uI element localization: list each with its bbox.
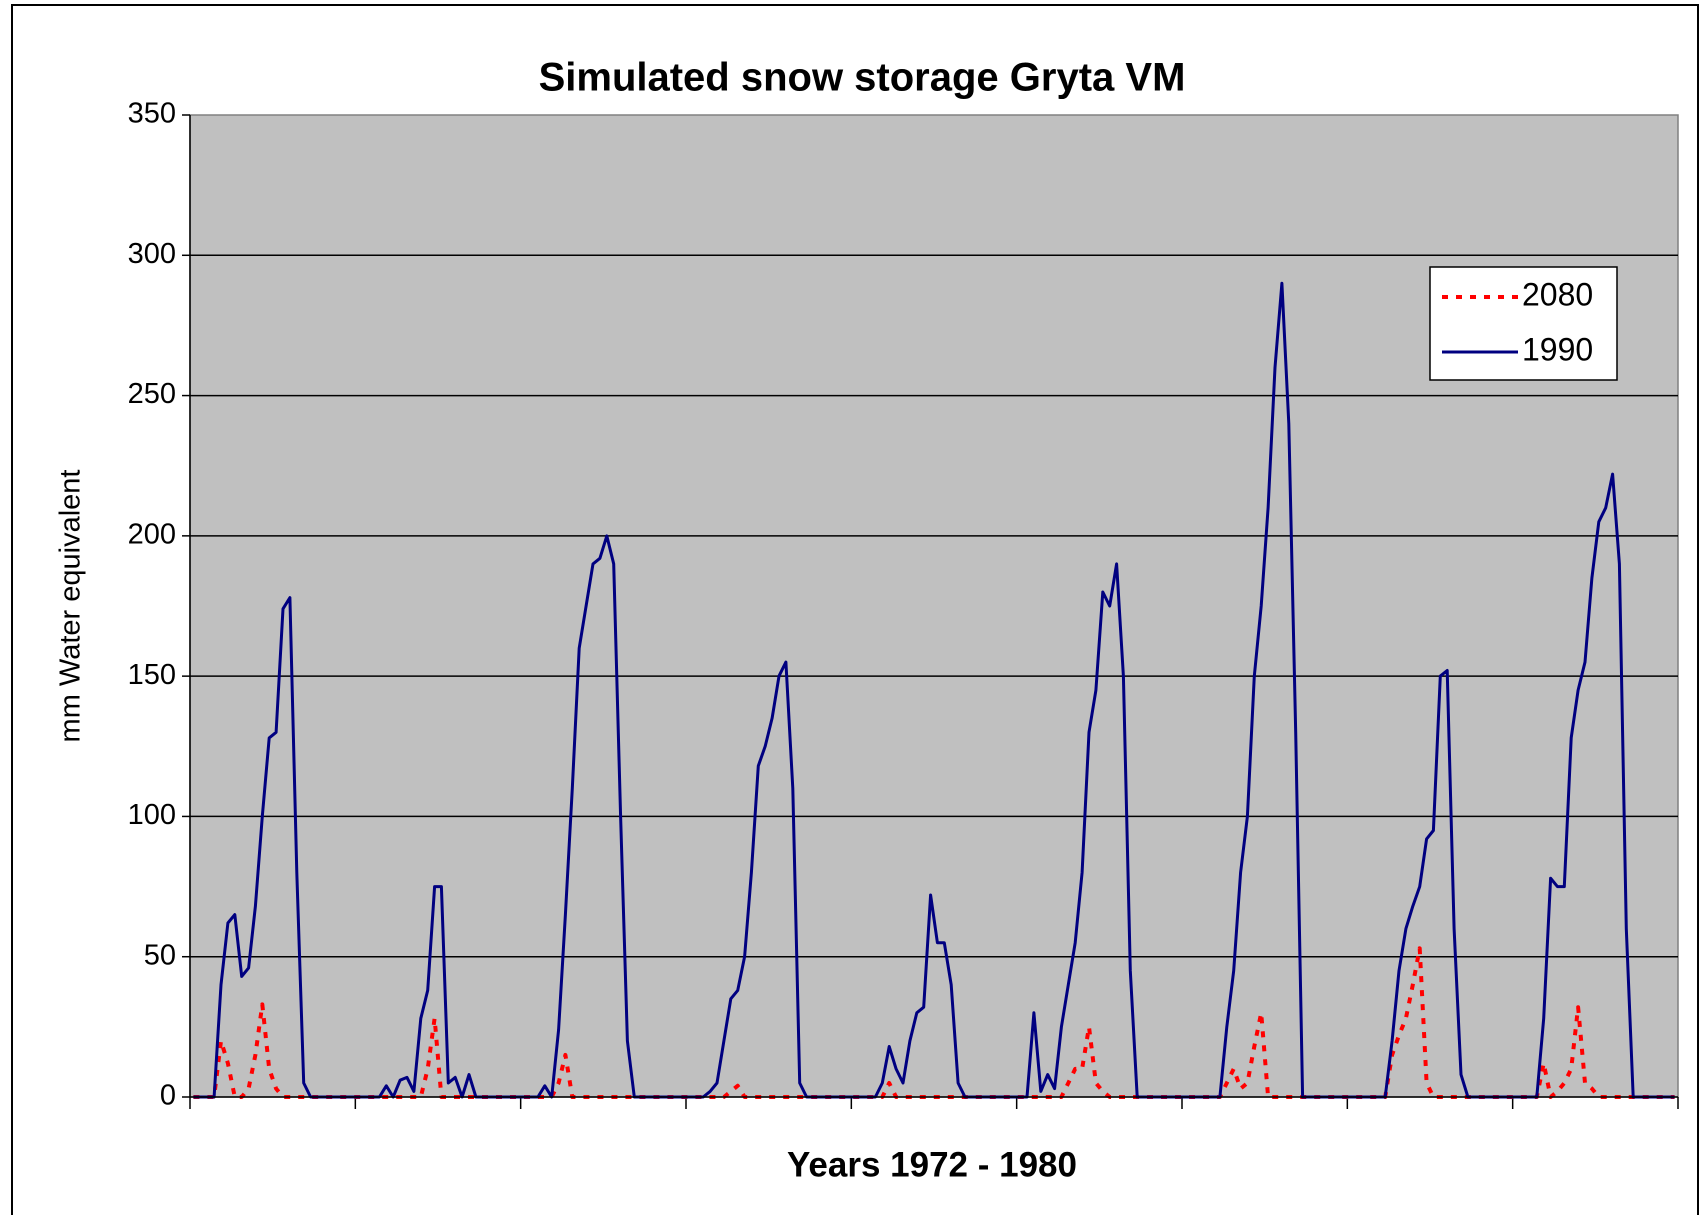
chart-title: Simulated snow storage Gryta VM bbox=[539, 56, 1186, 100]
legend-label: 1990 bbox=[1522, 331, 1593, 367]
y-tick-label: 100 bbox=[128, 799, 176, 831]
y-tick-label: 0 bbox=[160, 1080, 176, 1112]
series-line bbox=[193, 281, 1675, 1099]
x-axis-title: Years 1972 - 1980 bbox=[787, 1145, 1077, 1184]
y-tick-label: 300 bbox=[128, 238, 176, 270]
legend-label: 2080 bbox=[1522, 276, 1593, 312]
y-tick-label: 350 bbox=[128, 98, 176, 130]
legend-box bbox=[1429, 266, 1618, 381]
legend: 2080 1990 bbox=[1429, 266, 1618, 381]
y-tick-label: 250 bbox=[128, 378, 176, 410]
y-tick-label: 50 bbox=[144, 939, 176, 971]
y-axis-title: mm Water equivalent bbox=[55, 470, 87, 743]
y-tick-label: 200 bbox=[128, 519, 176, 551]
y-tick-label: 150 bbox=[128, 659, 176, 691]
